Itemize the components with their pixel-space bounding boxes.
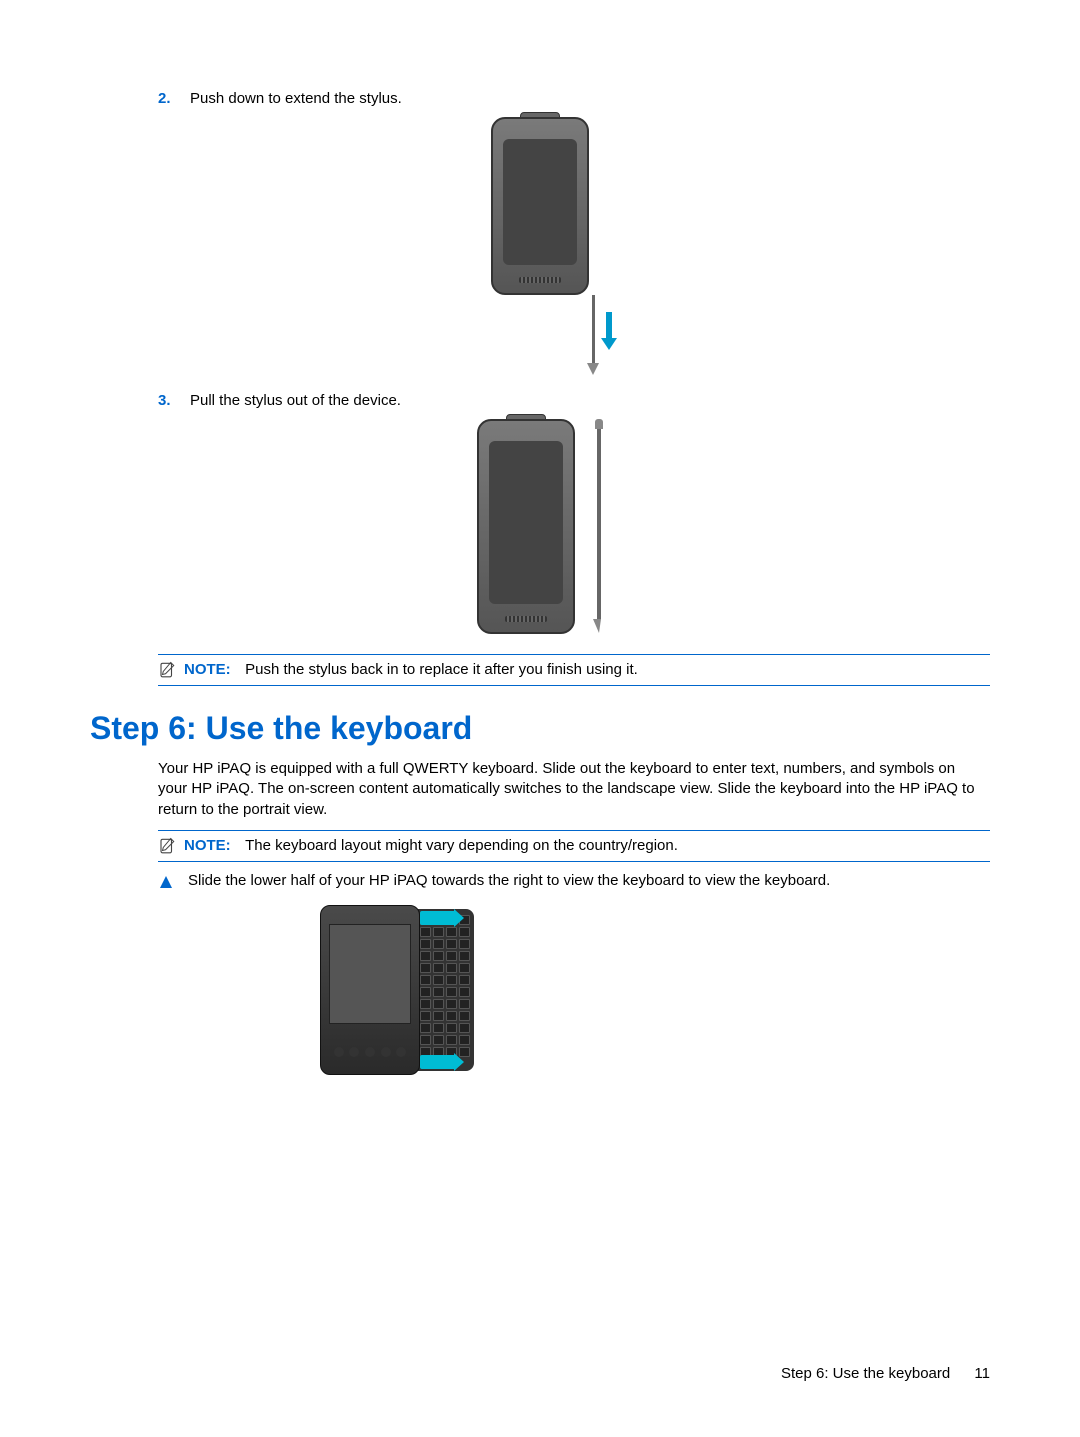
stylus-illustration [595,419,603,634]
arrow-down-icon [601,312,617,350]
stylus-shaft [597,429,601,619]
stylus-shaft [592,295,595,365]
stylus-tip [593,619,601,633]
keyboard-panel [416,909,474,1071]
phone-screen [329,924,411,1024]
note-text: Push the stylus back in to replace it af… [245,661,638,678]
stylus-cap [595,419,603,429]
list-number: 3. [158,392,190,409]
note-label: NOTE: [184,661,231,678]
note-icon [158,661,176,679]
footer-section-title: Step 6: Use the keyboard [781,1365,950,1382]
note-icon [158,837,176,855]
device-illustration [491,117,589,377]
document-page: 2. Push down to extend the stylus. 3. Pu… [0,0,1080,1437]
ordered-list-item-3: 3. Pull the stylus out of the device. [90,392,990,409]
figure-stylus-removed [90,419,990,639]
note-content: NOTE: The keyboard layout might vary dep… [184,837,678,855]
device-slider-illustration [320,905,480,1075]
ordered-list-item-2: 2. Push down to extend the stylus. [90,90,990,107]
list-text: Push down to extend the stylus. [190,90,402,107]
triangle-up-icon [158,874,174,890]
phone-speaker [519,277,561,283]
phone-buttons [331,1040,409,1064]
phone-body [491,117,589,295]
page-number: 11 [974,1365,990,1382]
slide-arrow-top-icon [420,911,456,925]
stylus-tip [587,363,599,375]
figure-stylus-extend [90,117,990,377]
note-content: NOTE: Push the stylus back in to replace… [184,661,638,679]
note-text: The keyboard layout might vary depending… [245,837,678,854]
page-footer: Step 6: Use the keyboard 11 [781,1365,990,1382]
note-label: NOTE: [184,837,231,854]
section-heading: Step 6: Use the keyboard [90,710,990,747]
phone-screen [489,441,563,604]
slide-arrow-bottom-icon [420,1055,456,1069]
phone-speaker [505,616,547,622]
body-paragraph: Your HP iPAQ is equipped with a full QWE… [158,759,980,820]
note-callout: NOTE: The keyboard layout might vary dep… [158,830,990,862]
figure-slide-keyboard [320,905,990,1075]
bullet-text: Slide the lower half of your HP iPAQ tow… [188,872,830,890]
phone-screen [503,139,577,265]
note-callout: NOTE: Push the stylus back in to replace… [158,654,990,686]
phone-body [477,419,575,634]
phone-front [320,905,420,1075]
list-text: Pull the stylus out of the device. [190,392,401,409]
list-number: 2. [158,90,190,107]
device-illustration [477,419,575,639]
instruction-bullet: Slide the lower half of your HP iPAQ tow… [158,872,990,890]
